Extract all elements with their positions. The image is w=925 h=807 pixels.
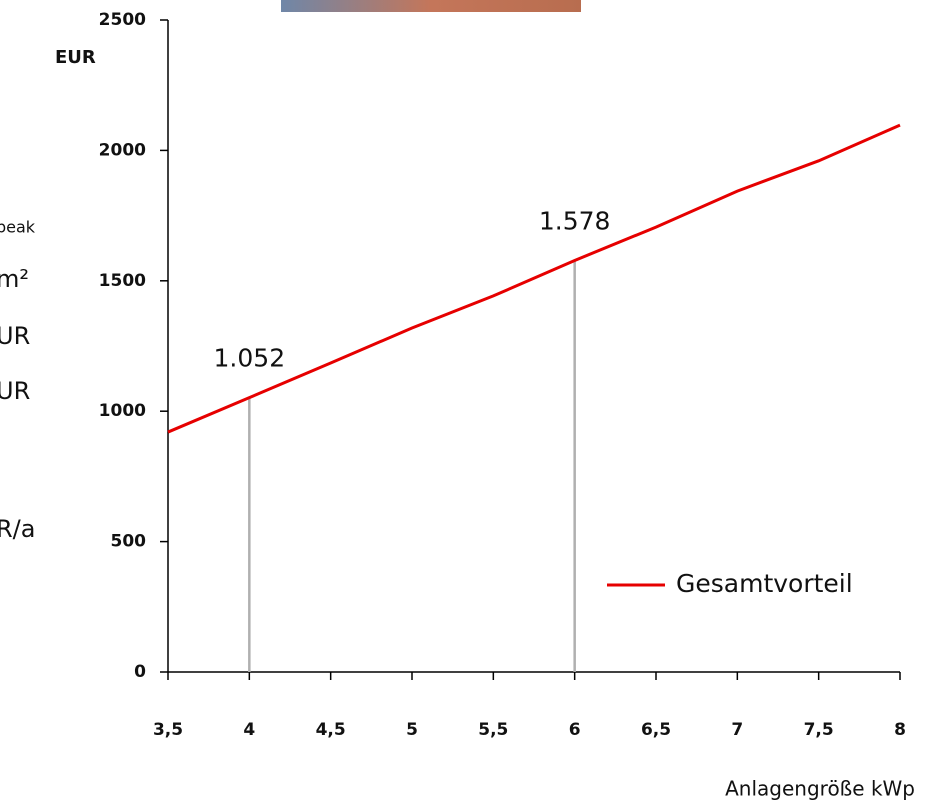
cut-text: peak <box>0 218 36 237</box>
cut-text: R/a <box>0 515 35 543</box>
x-tick-label: 6 <box>569 720 581 740</box>
x-tick-label: 8 <box>894 720 906 740</box>
y-tick-label: 2000 <box>99 140 146 160</box>
series-line <box>168 125 900 432</box>
cut-text: UR <box>0 377 30 405</box>
x-tick-label: 4,5 <box>316 720 346 740</box>
x-tick-label: 7 <box>731 720 743 740</box>
annotation: 1.052 <box>214 344 286 373</box>
photo <box>281 0 581 12</box>
chart: EUR peak m² UR UR R/a Anlagengröße kWp 0… <box>0 0 925 807</box>
x-tick-label: 6,5 <box>641 720 671 740</box>
x-tick-label: 5,5 <box>478 720 508 740</box>
cut-text: m² <box>0 265 29 293</box>
y-tick-label: 1000 <box>99 401 146 421</box>
x-tick-label: 3,5 <box>153 720 183 740</box>
x-tick-label: 5 <box>406 720 418 740</box>
x-axis-label: Anlagengröße kWp <box>725 777 915 801</box>
x-tick-label: 7,5 <box>804 720 834 740</box>
legend-label: Gesamtvorteil <box>676 569 853 598</box>
y-unit-label: EUR <box>55 47 96 68</box>
cut-text: UR <box>0 322 30 350</box>
y-tick-label: 0 <box>134 662 146 682</box>
x-tick-label: 4 <box>243 720 255 740</box>
annotation: 1.578 <box>539 206 611 235</box>
y-tick-label: 2500 <box>99 10 146 30</box>
y-tick-label: 1500 <box>99 271 146 291</box>
y-tick-label: 500 <box>111 532 147 552</box>
